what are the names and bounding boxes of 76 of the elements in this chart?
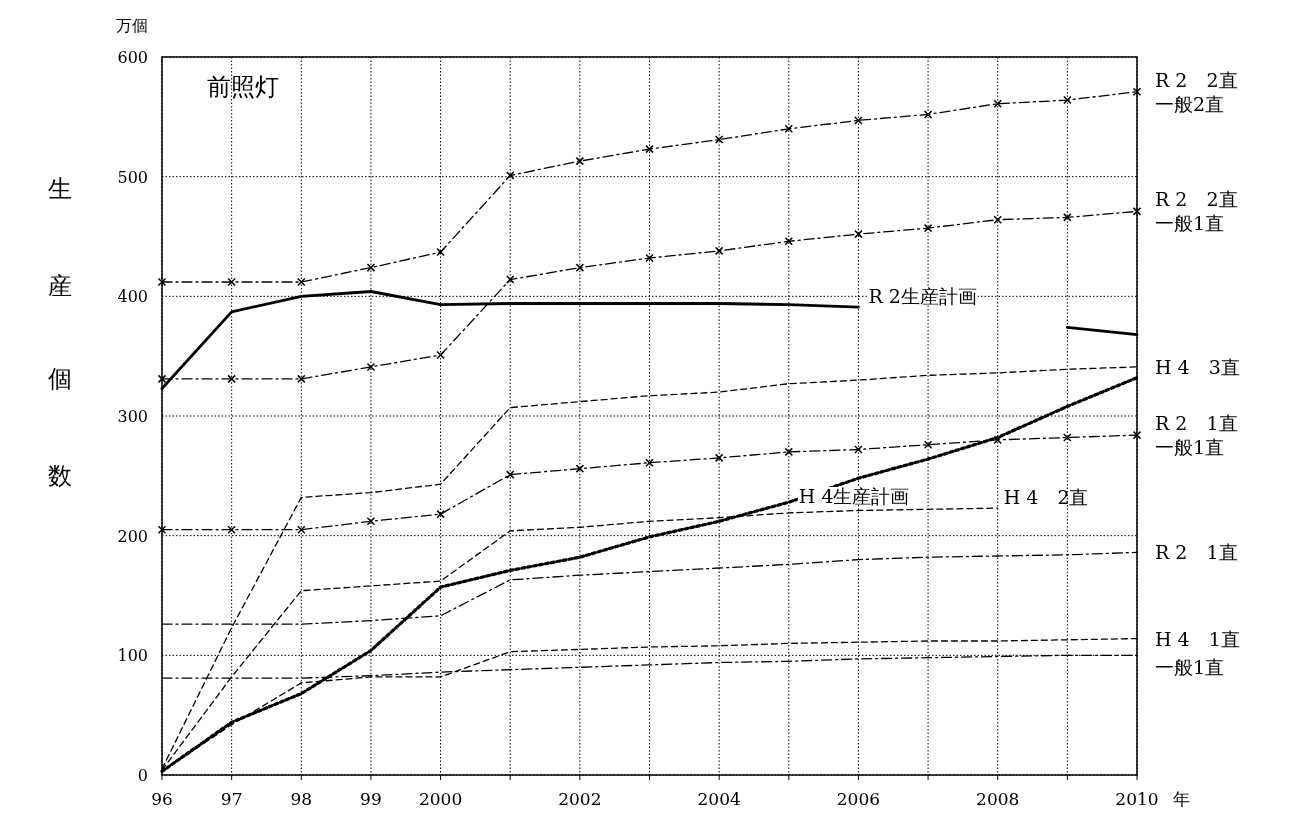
- x-tick-label: 2002: [558, 789, 602, 809]
- point: [436, 247, 445, 257]
- point: [1063, 213, 1072, 222]
- point: [854, 229, 863, 239]
- y-tick-label: 200: [117, 526, 148, 546]
- point: [157, 374, 167, 384]
- x-tick-label: 99: [360, 789, 382, 809]
- point: [645, 458, 654, 467]
- x-tick-label: 2004: [697, 789, 741, 809]
- point: [1063, 95, 1072, 105]
- y-tick-label: 600: [117, 48, 148, 67]
- x-tick-label: 96: [151, 789, 173, 809]
- annotation: R 2生産計画: [868, 285, 977, 308]
- point: [297, 525, 306, 534]
- point: [297, 277, 306, 287]
- point: [923, 110, 933, 119]
- text: 前照灯: [207, 73, 279, 101]
- point: [923, 440, 933, 449]
- text: 万個: [116, 16, 148, 35]
- series-label: H 4 2直: [1003, 486, 1089, 509]
- y-tick-label: 500: [117, 167, 148, 187]
- point: [297, 374, 306, 384]
- point: [645, 144, 654, 154]
- point: [366, 517, 376, 526]
- point: [366, 263, 376, 272]
- x-tick-label: 2008: [976, 789, 1020, 809]
- x-tick-label: 2010: [1115, 789, 1159, 809]
- point: [854, 116, 863, 125]
- point: [714, 246, 724, 256]
- y-tick-label: 100: [117, 646, 148, 666]
- x-tick-label: 2000: [418, 789, 463, 809]
- point: [714, 135, 724, 144]
- point: [575, 464, 585, 473]
- point: [993, 215, 1002, 224]
- point: [854, 445, 863, 454]
- series-label: H 4 3直: [1155, 355, 1240, 378]
- y-tick-label: 0: [137, 766, 148, 785]
- series-label: R 2 2直一般1直: [1155, 188, 1238, 235]
- series-label: R 2 1直: [1155, 541, 1238, 564]
- x-axis-title: 年: [1173, 789, 1190, 809]
- x-tick-label: 97: [220, 789, 243, 809]
- point: [575, 263, 585, 272]
- point: [923, 223, 933, 233]
- point: [436, 350, 445, 360]
- point: [505, 171, 515, 180]
- point: [157, 277, 167, 287]
- point: [784, 124, 794, 134]
- point: [575, 156, 585, 166]
- point: [784, 447, 794, 457]
- y-tick-label: 400: [117, 287, 148, 307]
- point: [714, 453, 724, 463]
- point: [784, 237, 794, 246]
- y-axis-title: 生産個数: [46, 157, 74, 541]
- point: [1132, 207, 1142, 216]
- point: [645, 253, 654, 263]
- x-tick-label: 98: [290, 789, 313, 809]
- series-label: R 2 1直一般1直: [1155, 412, 1238, 459]
- point: [505, 275, 515, 284]
- point: [227, 525, 236, 534]
- series-label: H 4 1直: [1155, 627, 1240, 650]
- point: [227, 277, 236, 287]
- point: [1063, 433, 1072, 442]
- point: [157, 525, 167, 534]
- point: [993, 435, 1002, 445]
- point: [993, 99, 1002, 108]
- point: [1132, 87, 1142, 96]
- series-label: 一般1直: [1155, 655, 1225, 678]
- point: [436, 509, 445, 519]
- point: [227, 374, 236, 384]
- point: [1132, 430, 1142, 440]
- annotation: H 4生産計画: [798, 484, 910, 507]
- point: [505, 470, 515, 479]
- x-tick-label: 2006: [836, 789, 881, 809]
- y-tick-label: 300: [117, 407, 148, 426]
- series-label: R 2 2直一般2直: [1155, 68, 1238, 115]
- point: [366, 362, 376, 372]
